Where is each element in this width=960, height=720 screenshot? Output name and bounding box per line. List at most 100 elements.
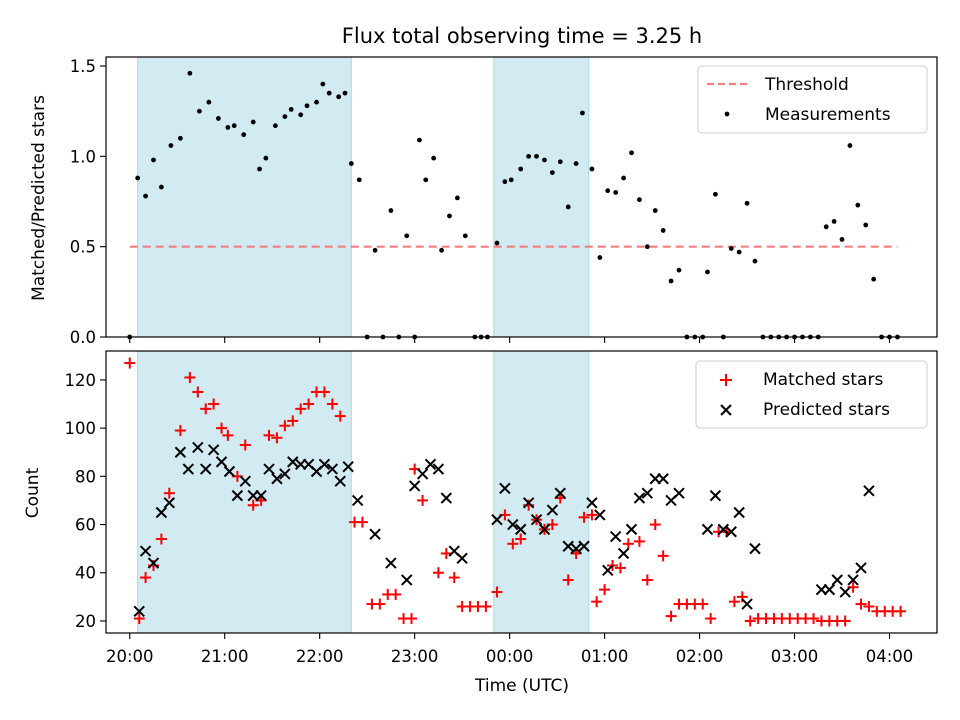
- matched-star-point: [448, 572, 460, 584]
- matched-star-point: [208, 398, 220, 410]
- matched-star-point: [271, 432, 283, 444]
- measurement-point: [404, 233, 410, 239]
- predicted-star-point: [182, 463, 195, 475]
- top-y-tick-label: 1.0: [70, 147, 96, 166]
- measurement-point: [637, 197, 642, 203]
- predicted-star-point: [594, 509, 606, 521]
- predicted-star-point: [562, 540, 574, 552]
- measurement-point: [526, 153, 532, 159]
- matched-star-point: [641, 574, 653, 586]
- predicted-star-point: [499, 482, 511, 495]
- matched-star-point: [279, 420, 291, 432]
- measurement-point: [597, 255, 603, 260]
- legend-matched-label: Matched stars: [763, 370, 883, 390]
- predicted-star-point: [847, 574, 859, 586]
- measurement-point: [823, 224, 829, 230]
- predicted-star-point: [255, 489, 267, 502]
- measurement-point: [215, 116, 221, 121]
- matched-star-point: [356, 516, 368, 528]
- matched-star-point: [697, 598, 709, 610]
- measurement-point: [231, 123, 237, 129]
- predicted-star-point: [207, 444, 220, 456]
- bottom-y-tick-label: 100: [65, 419, 97, 438]
- predicted-star-point: [602, 564, 614, 577]
- measurement-point: [580, 110, 585, 116]
- matched-star-point: [562, 574, 574, 586]
- x-tick-label: 03:00: [771, 647, 819, 666]
- bottom-y-tick-label: 80: [75, 467, 96, 486]
- x-tick-label: 01:00: [581, 647, 629, 666]
- top-y-tick-label: 0.0: [70, 328, 96, 347]
- measurement-point: [263, 155, 269, 161]
- predicted-star-point: [507, 518, 519, 531]
- predicted-star-point: [271, 473, 283, 485]
- predicted-star-point: [657, 473, 669, 485]
- top-shaded-interval-2: [493, 56, 590, 338]
- measurement-point: [417, 137, 422, 143]
- measurement-point: [644, 244, 650, 250]
- measurement-point: [863, 222, 869, 228]
- matched-star-point: [124, 357, 136, 369]
- predicted-star-point: [625, 523, 638, 536]
- predicted-star-point: [326, 463, 339, 475]
- top-legend: Threshold Measurements: [697, 65, 928, 134]
- predicted-star-point: [174, 446, 187, 458]
- legend-measurements-swatch: [724, 111, 730, 117]
- chart-title: Flux total observing time = 3.25 h: [342, 24, 702, 48]
- legend-measurements-label: Measurements: [765, 105, 891, 125]
- predicted-star-point: [609, 530, 622, 543]
- matched-star-point: [728, 596, 740, 608]
- bottom-y-axis: 20 40 60 80 100 120: [65, 371, 106, 631]
- measurement-point: [831, 218, 837, 224]
- measurement-point: [508, 177, 514, 183]
- predicted-star-point: [334, 475, 346, 487]
- bottom-shaded-interval-1: [137, 350, 352, 634]
- measurement-point: [660, 228, 666, 233]
- measurement-point: [518, 166, 524, 172]
- bottom-y-tick-label: 120: [65, 371, 97, 390]
- matched-star-point: [591, 596, 603, 608]
- matched-star-point: [586, 509, 598, 521]
- top-x-ticks: [129, 337, 891, 343]
- predicted-star-point: [215, 456, 228, 468]
- predicted-star-point: [633, 492, 646, 504]
- matched-star-point: [184, 372, 196, 384]
- measurement-point: [502, 179, 508, 185]
- predicted-star-point: [554, 487, 566, 499]
- measurement-point: [314, 99, 319, 105]
- predicted-star-point: [515, 523, 527, 536]
- matched-star-point: [614, 562, 626, 574]
- matched-star-point: [507, 538, 519, 550]
- x-tick-label: 23:00: [391, 647, 439, 666]
- matched-star-point: [192, 386, 204, 398]
- top-shaded-interval-1: [137, 56, 352, 338]
- predicted-star-point: [279, 468, 291, 480]
- bottom-shaded-intervals: [137, 350, 590, 634]
- top-y-tick-label: 1.5: [70, 57, 96, 76]
- measurement-point: [839, 237, 845, 242]
- predicted-star-point: [231, 489, 244, 502]
- predicted-star-point: [147, 557, 160, 569]
- x-tick-label: 02:00: [676, 647, 724, 666]
- measurement-point: [159, 184, 164, 190]
- matched-star-point: [405, 613, 417, 625]
- predicted-star-point: [155, 506, 168, 519]
- measurement-point: [494, 240, 500, 246]
- matched-star-point: [295, 403, 307, 415]
- matched-star-point: [515, 533, 527, 545]
- predicted-star-point: [617, 547, 630, 560]
- measurement-point: [447, 213, 452, 219]
- measurement-point: [336, 94, 342, 100]
- matched-star-point: [432, 567, 444, 579]
- matched-star-point: [649, 519, 661, 531]
- top-legend-box: [697, 65, 928, 134]
- measurement-point: [676, 267, 682, 273]
- measurement-point: [135, 175, 141, 181]
- predicted-star-point: [701, 523, 714, 536]
- matched-star-point: [808, 613, 820, 625]
- measurement-point: [206, 99, 212, 105]
- measurement-point: [177, 135, 183, 141]
- matched-star-point: [133, 613, 145, 625]
- measurement-point: [320, 81, 326, 87]
